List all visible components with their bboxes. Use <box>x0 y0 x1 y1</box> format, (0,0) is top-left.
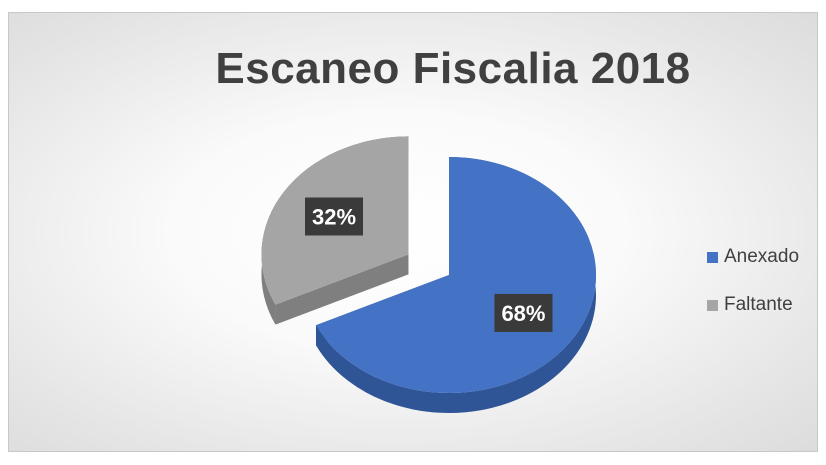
legend-item-anexado: Anexado <box>707 246 799 268</box>
legend-swatch-anexado <box>707 251 718 263</box>
legend: Anexado Faltante <box>707 246 799 342</box>
legend-swatch-faltante <box>707 299 718 311</box>
legend-item-faltante: Faltante <box>707 294 799 316</box>
data-label-box-anexado <box>494 293 553 332</box>
slice-side-faltante <box>275 254 409 325</box>
legend-label-faltante: Faltante <box>724 294 793 315</box>
data-label-anexado: 68% <box>501 301 545 326</box>
chart-title: Escaneo Fiscalia 2018 <box>215 44 691 93</box>
data-label-faltante: 32% <box>312 204 356 229</box>
data-label-box-faltante <box>305 197 364 236</box>
legend-label-anexado: Anexado <box>724 246 800 267</box>
slice-anexado <box>315 157 596 393</box>
